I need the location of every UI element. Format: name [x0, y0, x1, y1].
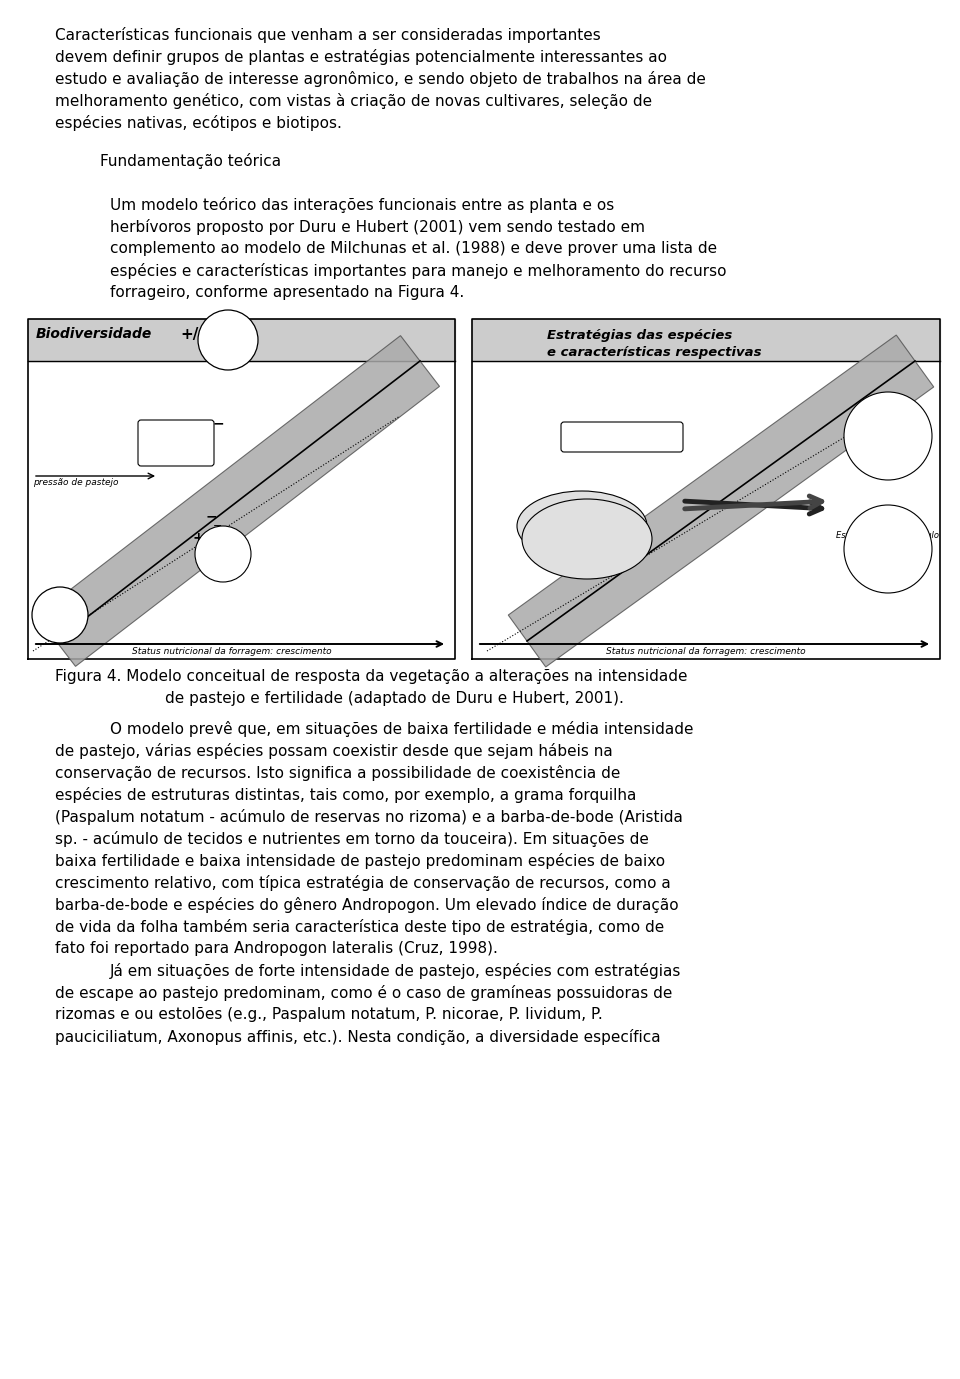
Text: O modelo prevê que, em situações de baixa fertilidade e média intensidade: O modelo prevê que, em situações de baix… — [110, 721, 693, 736]
Text: Estratégia para pastio: Estratégia para pastio — [536, 507, 629, 517]
Text: Estratégias das espécies: Estratégias das espécies — [547, 330, 732, 342]
Text: de tecidos: de tecidos — [866, 543, 910, 553]
Text: Estratégia para: Estratégia para — [555, 519, 619, 528]
Text: Figura 4. Modelo conceitual de resposta da vegetação a alterações na intensidade: Figura 4. Modelo conceitual de resposta … — [55, 669, 687, 684]
Text: Status nutricional da forragem: crescimento: Status nutricional da forragem: crescime… — [132, 647, 331, 656]
Circle shape — [844, 392, 932, 480]
Circle shape — [198, 310, 258, 370]
Text: pauciciliatum, Axonopus affinis, etc.). Nesta condição, a diversidade específica: pauciciliatum, Axonopus affinis, etc.). … — [55, 1029, 660, 1045]
Text: Já em situações de forte intensidade de pastejo, espécies com estratégias: Já em situações de forte intensidade de … — [110, 963, 682, 979]
Polygon shape — [36, 335, 440, 666]
Text: espécies de estruturas distintas, tais como, por exemplo, a grama forquilha: espécies de estruturas distintas, tais c… — [55, 787, 636, 803]
Text: de pastejo, várias espécies possam coexistir desde que sejam hábeis na: de pastejo, várias espécies possam coexi… — [55, 743, 612, 758]
Text: forrageiro, conforme apresentado na Figura 4.: forrageiro, conforme apresentado na Figu… — [110, 285, 465, 301]
Text: Status nutricional da forragem: crescimento: Status nutricional da forragem: crescime… — [606, 647, 805, 656]
Circle shape — [195, 525, 251, 582]
Text: −: − — [213, 416, 225, 430]
Text: +: + — [193, 531, 204, 545]
Text: herbívoros proposto por Duru e Hubert (2001) vem sendo testado em: herbívoros proposto por Duru e Hubert (2… — [110, 219, 645, 234]
Text: Alta: Alta — [219, 328, 237, 338]
Text: de pastejo e fertilidade (adaptado de Duru e Hubert, 2001).: de pastejo e fertilidade (adaptado de Du… — [165, 691, 624, 706]
Text: rizomas e ou estolões (e.g., Paspalum notatum, P. nicorae, P. lividum, P.: rizomas e ou estolões (e.g., Paspalum no… — [55, 1007, 603, 1022]
Text: plasticidade: plasticidade — [149, 444, 204, 454]
Text: devem definir grupos de plantas e estratégias potencialmente interessantes ao: devem definir grupos de plantas e estrat… — [55, 50, 667, 65]
Circle shape — [844, 505, 932, 593]
Text: complemento ao modelo de Milchunas et al. (1988) e deve prover uma lista de: complemento ao modelo de Milchunas et al… — [110, 241, 717, 256]
Text: conservação de recursos. Isto significa a possibilidade de coexistência de: conservação de recursos. Isto significa … — [55, 765, 620, 781]
Text: pressão de pastejo: pressão de pastejo — [33, 479, 118, 487]
Polygon shape — [508, 335, 934, 667]
Text: barba-de-bode e espécies do gênero Andropogon. Um elevado índice de duração: barba-de-bode e espécies do gênero Andro… — [55, 896, 679, 913]
Text: melhoramento genético, com vistas à criação de novas cultivares, seleção de: melhoramento genético, com vistas à cria… — [55, 92, 652, 109]
Text: de vida da folha também seria característica deste tipo de estratégia, como de: de vida da folha também seria caracterís… — [55, 918, 664, 935]
Text: Baixa: Baixa — [47, 604, 73, 612]
FancyBboxPatch shape — [561, 422, 683, 452]
Text: Fundamentação teórica: Fundamentação teórica — [100, 153, 281, 170]
Ellipse shape — [517, 491, 647, 561]
Text: Estratégia para acúmulo: Estratégia para acúmulo — [836, 531, 940, 539]
Text: Características funcionais que venham a ser consideradas importantes: Características funcionais que venham a … — [55, 28, 601, 43]
Text: dos recursos: dos recursos — [561, 545, 613, 553]
Text: crescimento relativo, com típica estratégia de conservação de recursos, como a: crescimento relativo, com típica estraté… — [55, 876, 671, 891]
Text: fato foi reportado para Andropogon lateralis (Cruz, 1998).: fato foi reportado para Andropogon later… — [55, 940, 498, 956]
Text: espécies e características importantes para manejo e melhoramento do recurso: espécies e características importantes p… — [110, 263, 727, 279]
Text: espécies nativas, ecótipos e biotipos.: espécies nativas, ecótipos e biotipos. — [55, 114, 342, 131]
Text: Um modelo teórico das interações funcionais entre as planta e os: Um modelo teórico das interações funcion… — [110, 197, 614, 212]
Text: competição: competição — [34, 615, 86, 625]
Text: captura dos: captura dos — [863, 429, 913, 439]
Text: conservação: conservação — [561, 531, 613, 541]
Text: +/-: +/- — [180, 327, 204, 342]
Text: e características respectivas: e características respectivas — [547, 346, 761, 359]
Circle shape — [32, 587, 88, 643]
Text: estudo e avaliação de interesse agronômico, e sendo objeto de trabalhos na área : estudo e avaliação de interesse agronômi… — [55, 70, 706, 87]
Ellipse shape — [522, 499, 652, 579]
Text: tolerância ou escape: tolerância ou escape — [539, 520, 626, 530]
Text: Limite de: Limite de — [156, 432, 197, 440]
Text: recursos: recursos — [870, 441, 906, 451]
Text: Invasoras: Invasoras — [202, 549, 245, 558]
Text: −: − — [206, 509, 218, 523]
Text: de escape ao pastejo predominam, como é o caso de gramíneas possuidoras de: de escape ao pastejo predominam, como é … — [55, 985, 672, 1001]
Text: competição: competição — [202, 341, 254, 349]
Text: Biodiversidade: Biodiversidade — [36, 327, 153, 341]
Text: Estratégia para: Estratégia para — [855, 418, 921, 426]
FancyBboxPatch shape — [138, 421, 214, 466]
Text: pressão de pastejo: pressão de pastejo — [575, 433, 668, 443]
Text: sp. - acúmulo de tecidos e nutrientes em torno da touceira). Em situações de: sp. - acúmulo de tecidos e nutrientes em… — [55, 832, 649, 847]
Text: (Paspalum notatum - acúmulo de reservas no rizoma) e a barba-de-bode (Aristida: (Paspalum notatum - acúmulo de reservas … — [55, 809, 683, 825]
Text: baixa fertilidade e baixa intensidade de pastejo predominam espécies de baixo: baixa fertilidade e baixa intensidade de… — [55, 854, 665, 869]
Text: −: − — [213, 521, 223, 531]
